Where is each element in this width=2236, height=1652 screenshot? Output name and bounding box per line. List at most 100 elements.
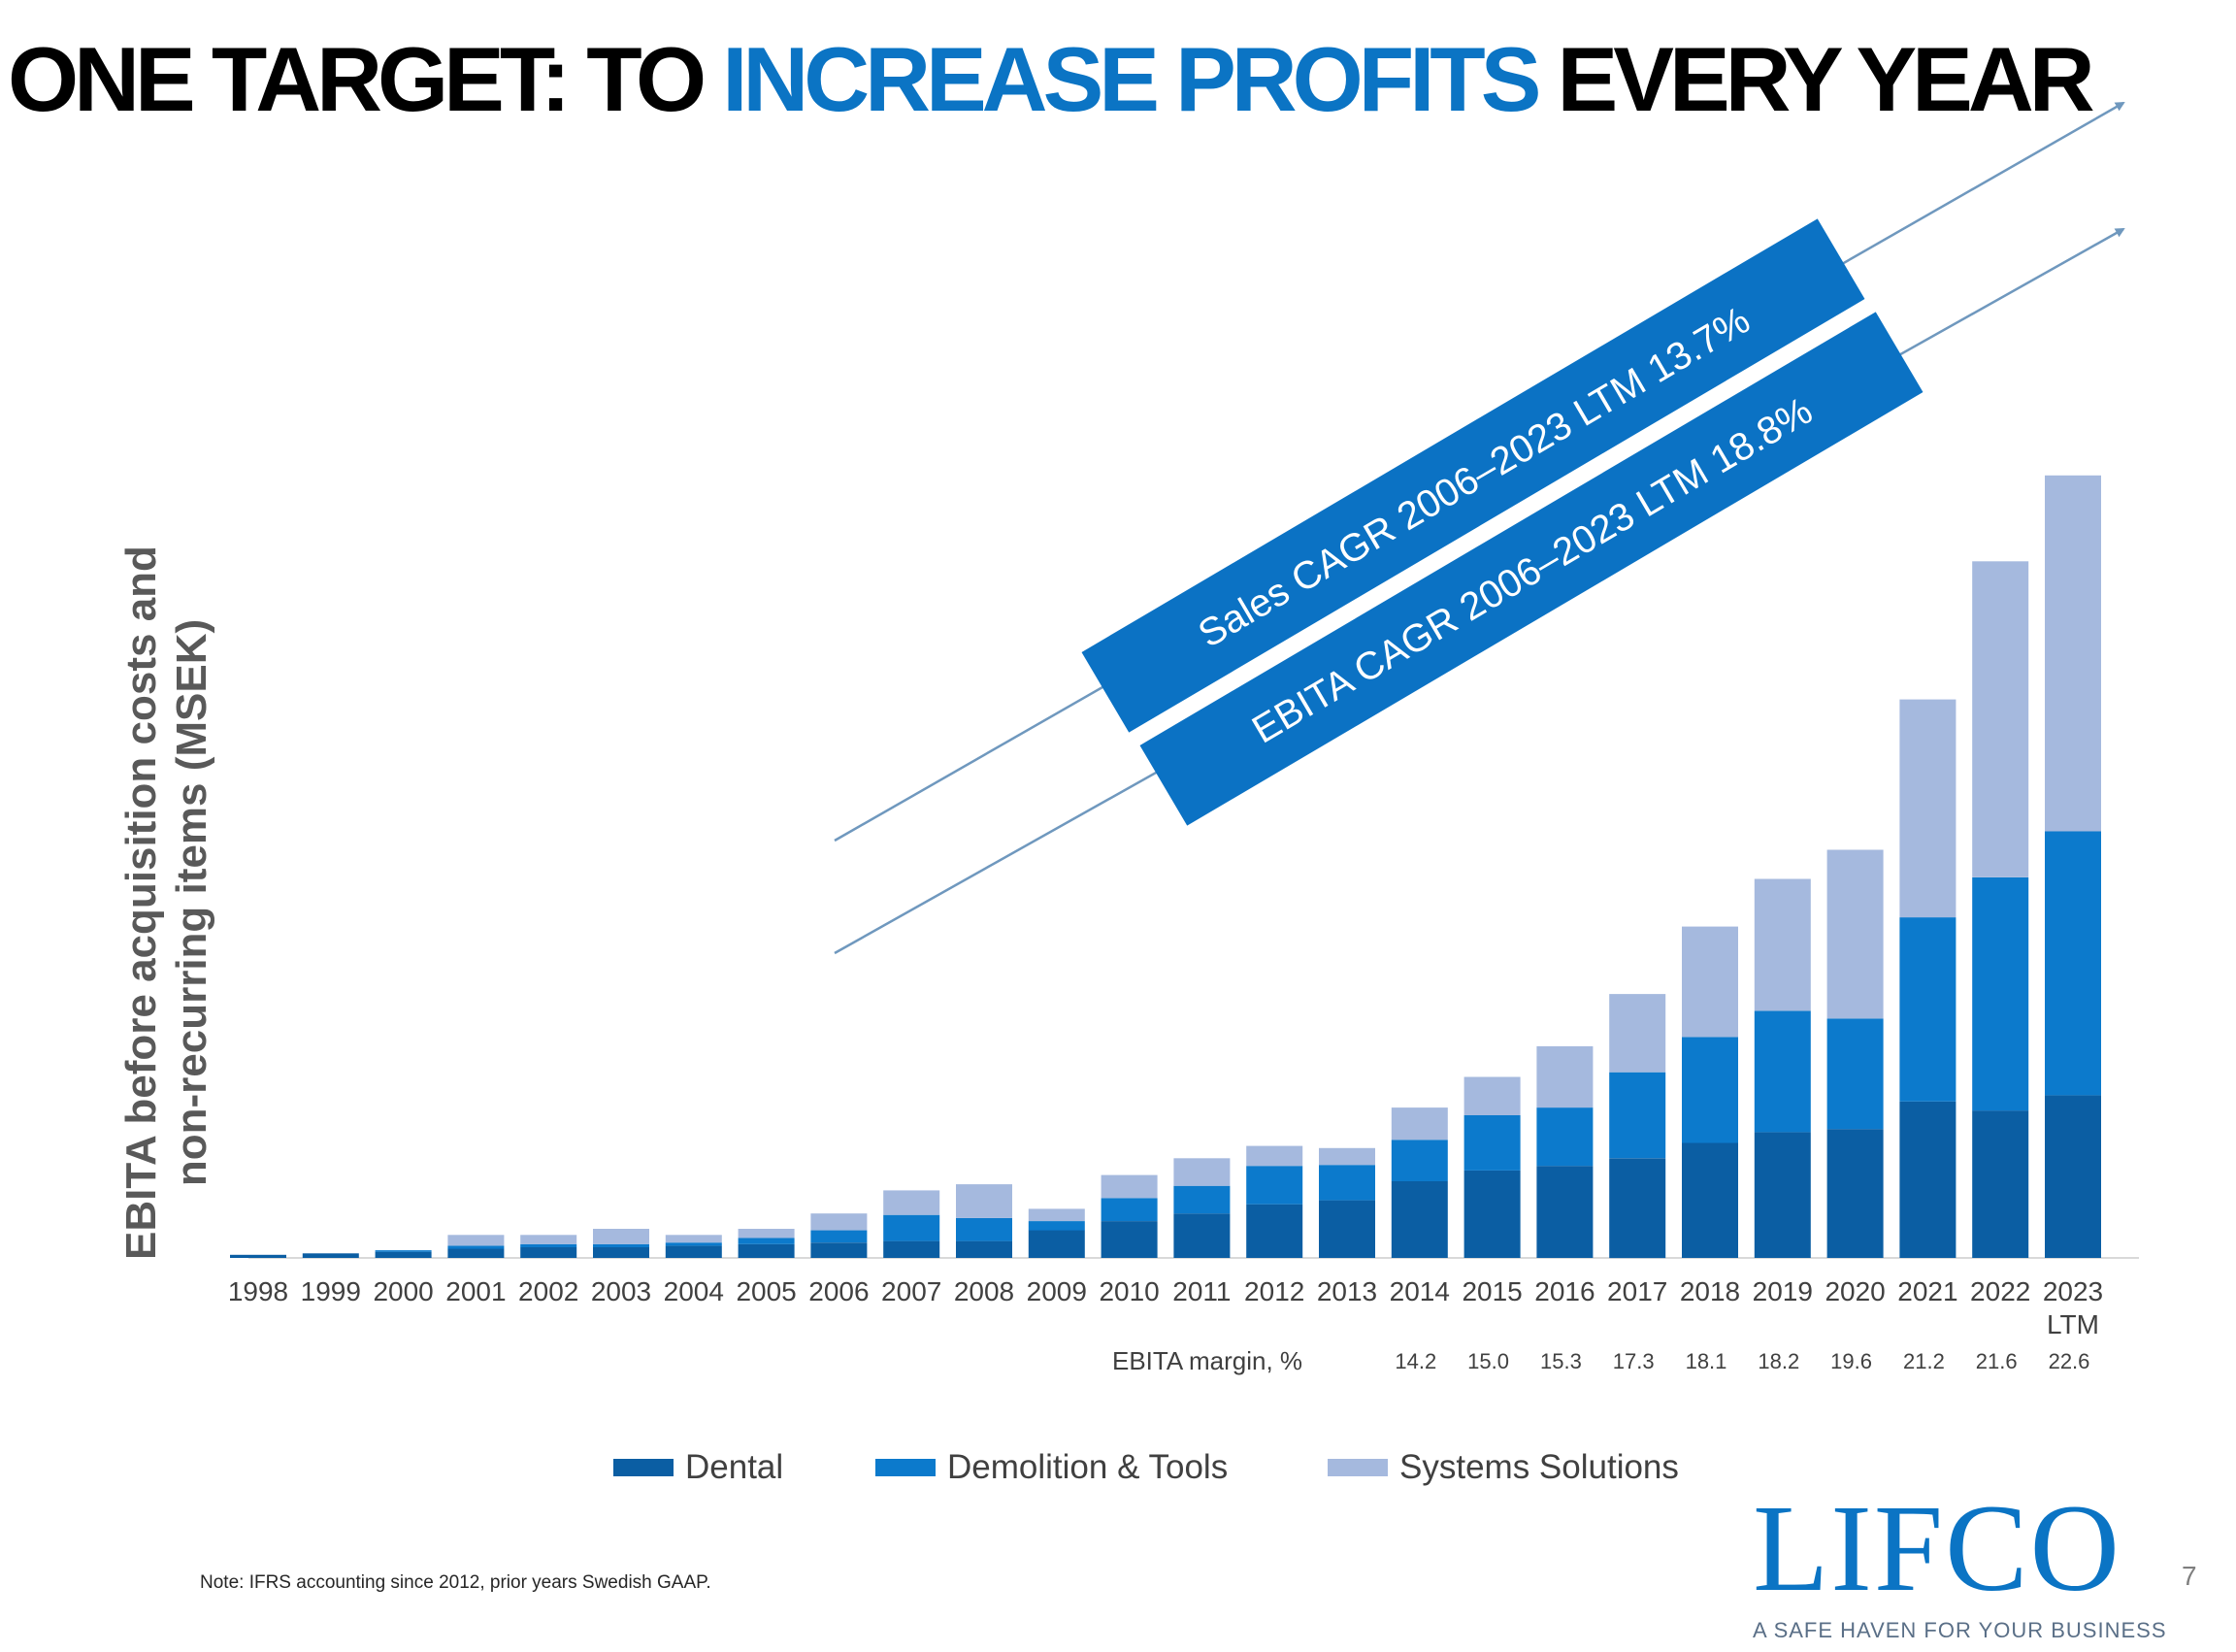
- sales-cagr-banner-box: [1081, 218, 1865, 733]
- bar-dental: [1246, 1204, 1303, 1258]
- bar-demolition: [1028, 1221, 1085, 1231]
- legend-item-systems: Systems Solutions: [1328, 1448, 1679, 1487]
- bar-dental: [520, 1246, 577, 1258]
- ebita-margin-value: 19.6: [1830, 1349, 1872, 1373]
- bar-dental: [593, 1246, 649, 1258]
- bar-demolition: [1972, 877, 2029, 1111]
- bar-systems: [1682, 926, 1738, 1038]
- lifco-logo: LIFCO A SAFE HAVEN FOR YOUR BUSINESS: [1753, 1479, 2167, 1643]
- bar-demolition: [1609, 1072, 1666, 1159]
- title-part-3: EVERY YEAR: [1536, 28, 2095, 130]
- title-highlight: INCREASE PROFITS: [722, 28, 1541, 130]
- bar-demolition: [520, 1243, 577, 1247]
- ebita-margin-value: 17.3: [1613, 1349, 1655, 1373]
- x-tick-label: 2014: [1390, 1276, 1450, 1306]
- ebita-margin-value: 22.6: [2049, 1349, 2090, 1373]
- x-tick-label: 2005: [736, 1276, 796, 1306]
- x-tick-label: 2020: [1825, 1276, 1885, 1306]
- bar-dental: [1682, 1142, 1738, 1258]
- bar-demolition: [738, 1238, 795, 1244]
- bar-systems: [2045, 475, 2101, 832]
- x-tick-label: 2018: [1680, 1276, 1740, 1306]
- x-tick-label: 2002: [518, 1276, 578, 1306]
- ebita-margin-value: 15.3: [1540, 1349, 1582, 1373]
- bar-systems: [1391, 1107, 1448, 1140]
- bar-systems: [593, 1229, 649, 1244]
- bar-demolition: [1319, 1165, 1375, 1201]
- bar-systems: [665, 1235, 722, 1243]
- bar-systems: [1609, 994, 1666, 1073]
- bar-dental: [302, 1253, 359, 1258]
- bar-systems: [810, 1213, 868, 1231]
- legend-label-systems: Systems Solutions: [1399, 1448, 1679, 1486]
- bar-systems: [1463, 1076, 1521, 1115]
- bar-dental: [738, 1243, 795, 1258]
- bar-demolition: [1826, 1018, 1884, 1130]
- x-tick-label: 2019: [1753, 1276, 1813, 1306]
- bar-systems: [1319, 1147, 1375, 1166]
- bar-systems: [883, 1190, 940, 1215]
- x-tick-label: 1998: [228, 1276, 288, 1306]
- bar-demolition: [665, 1242, 722, 1246]
- legend-item-demolition: Demolition & Tools: [875, 1448, 1228, 1487]
- bar-dental: [956, 1240, 1012, 1258]
- logo-wordmark: LIFCO: [1753, 1479, 2121, 1617]
- bar-dental: [1972, 1110, 2029, 1258]
- bar-dental: [1899, 1101, 1956, 1258]
- x-tick-label: 2015: [1462, 1276, 1522, 1306]
- bar-systems: [1826, 849, 1884, 1019]
- x-tick-label: 2009: [1027, 1276, 1087, 1306]
- bar-dental: [883, 1240, 940, 1258]
- ebita-cagr-banner-box: [1139, 312, 1924, 826]
- bar-dental: [230, 1254, 286, 1258]
- bar-dental: [1319, 1200, 1375, 1258]
- bar-demolition: [1682, 1037, 1738, 1143]
- bar-dental: [1463, 1170, 1521, 1258]
- x-tick-label: 2017: [1607, 1276, 1667, 1306]
- x-tick-label: LTM: [2047, 1309, 2099, 1339]
- legend-item-dental: Dental: [613, 1448, 783, 1487]
- bar-demolition: [1101, 1198, 1158, 1221]
- ebita-margin-value: 14.2: [1395, 1349, 1436, 1373]
- bar-dental: [2045, 1095, 2101, 1258]
- bar-dental: [1826, 1129, 1884, 1258]
- x-tick-label: 2010: [1099, 1276, 1159, 1306]
- x-tick-label: 2011: [1172, 1276, 1231, 1306]
- bar-systems: [1173, 1158, 1231, 1186]
- bar-dental: [1754, 1132, 1811, 1258]
- legend-swatch-dental: [613, 1459, 674, 1476]
- x-tick-label: 2022: [1970, 1276, 2030, 1306]
- ebita-margin-label: EBITA margin, %: [1112, 1346, 1302, 1375]
- bar-systems: [520, 1235, 577, 1244]
- x-tick-label: 1999: [301, 1276, 361, 1306]
- logo-tagline: A SAFE HAVEN FOR YOUR BUSINESS: [1753, 1618, 2167, 1642]
- bar-demolition: [883, 1214, 940, 1241]
- bar-systems: [1101, 1174, 1158, 1199]
- bar-systems: [447, 1235, 505, 1246]
- x-tick-label: 2007: [881, 1276, 941, 1306]
- bar-demolition: [1463, 1115, 1521, 1171]
- ebita-stacked-bar-chart: Sales CAGR 2006–2023 LTM 13.7%EBITA CAGR…: [228, 101, 2139, 1375]
- ebita-margin-value: 15.0: [1467, 1349, 1509, 1373]
- bar-dental: [1173, 1213, 1231, 1258]
- bar-systems: [1899, 699, 1956, 918]
- bar-dental: [1101, 1221, 1158, 1258]
- bar-systems: [738, 1229, 795, 1239]
- legend-swatch-systems: [1328, 1459, 1388, 1476]
- bar-demolition: [447, 1245, 505, 1249]
- bar-dental: [665, 1245, 722, 1258]
- bar-demolition: [593, 1243, 649, 1247]
- chart-legend: Dental Demolition & Tools Systems Soluti…: [0, 1448, 2236, 1497]
- x-tick-label: 2013: [1317, 1276, 1377, 1306]
- bar-dental: [1391, 1181, 1448, 1258]
- bar-demolition: [1754, 1010, 1811, 1133]
- bar-demolition: [810, 1230, 868, 1243]
- x-tick-label: 2016: [1534, 1276, 1595, 1306]
- x-tick-label: 2004: [664, 1276, 724, 1306]
- bar-demolition: [1536, 1107, 1594, 1167]
- bar-demolition: [1899, 917, 1956, 1102]
- bar-dental: [447, 1248, 505, 1258]
- bar-dental: [375, 1251, 432, 1258]
- page-title: ONE TARGET: TO INCREASE PROFITS EVERY YE…: [8, 27, 2095, 132]
- legend-label-demolition: Demolition & Tools: [947, 1448, 1229, 1486]
